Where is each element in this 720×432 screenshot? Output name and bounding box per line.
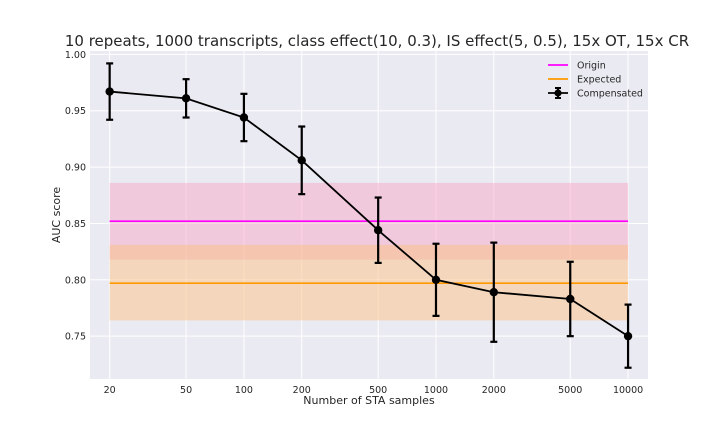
x-tick-label: 1000: [424, 385, 448, 396]
x-tick-label: 50: [180, 385, 192, 396]
data-point: [181, 94, 191, 103]
x-tick-label: 200: [293, 385, 311, 396]
legend-label-origin: Origin: [577, 61, 606, 72]
y-tick-labels: 0.75 0.80 0.85 0.90 0.95 1.00: [65, 50, 86, 343]
legend-label-expected: Expected: [577, 75, 621, 86]
data-point: [105, 87, 114, 96]
x-tick-labels: 20 50 100 200 500 1000 2000 5000 10000: [104, 385, 644, 396]
data-point: [297, 156, 306, 165]
y-tick-label: 0.80: [65, 275, 86, 286]
x-tick-label: 100: [235, 385, 253, 396]
data-point: [431, 275, 441, 285]
x-tick-label: 5000: [558, 385, 582, 396]
x-tick-label: 500: [369, 385, 387, 396]
x-tick-label: 10000: [613, 385, 643, 396]
y-axis-label: AUC score: [50, 187, 63, 244]
y-tick-label: 1.00: [65, 50, 86, 61]
data-point: [623, 331, 633, 341]
confidence-bands: [109, 182, 629, 321]
data-point: [373, 226, 383, 235]
y-tick-label: 0.95: [65, 106, 86, 117]
series-markers: [105, 87, 633, 341]
data-point: [489, 288, 499, 297]
data-point: [566, 294, 575, 304]
y-tick-label: 0.90: [65, 163, 86, 174]
y-tick-label: 0.85: [65, 219, 86, 230]
chart-title: 10 repeats, 1000 transcripts, class effe…: [65, 32, 689, 50]
x-tick-label: 2000: [482, 385, 506, 396]
data-point: [239, 113, 249, 122]
legend-swatch-marker: [554, 89, 562, 97]
x-axis-label: Number of STA samples: [303, 394, 435, 407]
x-tick-label: 20: [104, 385, 116, 396]
legend: Origin Expected Compensated: [548, 61, 643, 100]
y-tick-label: 0.75: [65, 332, 86, 343]
legend-label-compensated: Compensated: [577, 89, 643, 100]
